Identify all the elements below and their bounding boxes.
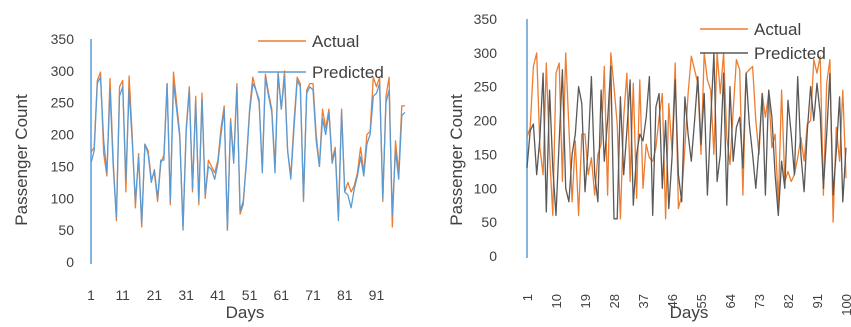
y-tick-label: 350 [51,31,75,47]
y-tick-label: 250 [51,95,75,111]
y-tick-label: 100 [51,190,75,206]
y-tick-label: 350 [474,11,498,27]
y-tick-label: 300 [474,45,498,61]
y-axis-title: Passenger Count [447,94,466,226]
chart-right: 0 50 100 150 200 250 300 350 1 10 19 28 37 46 55 64 73 8… [447,11,851,322]
y-tick-labels: 0 50 100 150 200 250 300 350 [51,31,75,270]
x-tick-labels: 1 10 19 28 37 46 55 64 73 82 91 100 [520,294,851,316]
x-tick-label: 81 [337,287,353,303]
x-axis-title: Days [670,303,709,322]
y-axis-title: Passenger Count [12,94,31,226]
x-tick-label: 41 [210,287,226,303]
series-line-predicted [526,52,847,220]
x-tick-label: 71 [305,287,321,303]
legend: Actual Predicted [258,32,384,82]
x-tick-labels: 1 11 21 31 41 51 61 71 81 91 [87,287,384,303]
series-group [526,52,847,223]
y-tick-label: 150 [474,146,498,162]
x-tick-label: 51 [242,287,258,303]
x-tick-label: 61 [274,287,290,303]
legend-label-actual: Actual [312,32,359,51]
x-tick-label: 28 [607,294,622,308]
series-line-actual [90,70,405,231]
y-tick-label: 200 [474,113,498,129]
y-tick-labels: 0 50 100 150 200 250 300 350 [474,11,498,264]
x-tick-label: 46 [665,294,680,308]
y-tick-label: 100 [474,180,498,196]
x-tick-label: 10 [549,294,564,308]
x-tick-label: 64 [723,294,738,308]
x-tick-label: 21 [147,287,163,303]
legend: Actual Predicted [700,20,826,63]
y-tick-label: 200 [51,127,75,143]
y-tick-label: 300 [51,63,75,79]
legend-label-predicted: Predicted [312,63,384,82]
x-tick-label: 11 [115,287,130,303]
x-tick-label: 31 [178,287,194,303]
y-tick-label: 50 [481,214,497,230]
x-tick-label: 73 [752,294,767,308]
y-tick-label: 150 [51,158,75,174]
x-tick-label: 55 [694,294,709,308]
y-tick-label: 0 [489,248,497,264]
y-tick-label: 0 [66,254,74,270]
y-tick-label: 50 [58,222,74,238]
legend-label-actual: Actual [754,20,801,39]
x-tick-label: 100 [839,294,851,316]
y-tick-label: 250 [474,79,498,95]
x-tick-label: 91 [369,287,385,303]
x-tick-label: 91 [810,294,825,308]
series-group [90,70,406,231]
legend-label-predicted: Predicted [754,44,826,63]
x-tick-label: 19 [578,294,593,308]
x-tick-label: 37 [636,294,651,308]
x-tick-label: 1 [520,294,535,301]
x-tick-label: 1 [87,287,95,303]
x-axis-title: Days [226,303,265,322]
x-tick-label: 82 [781,294,796,308]
series-line-predicted [90,73,406,231]
